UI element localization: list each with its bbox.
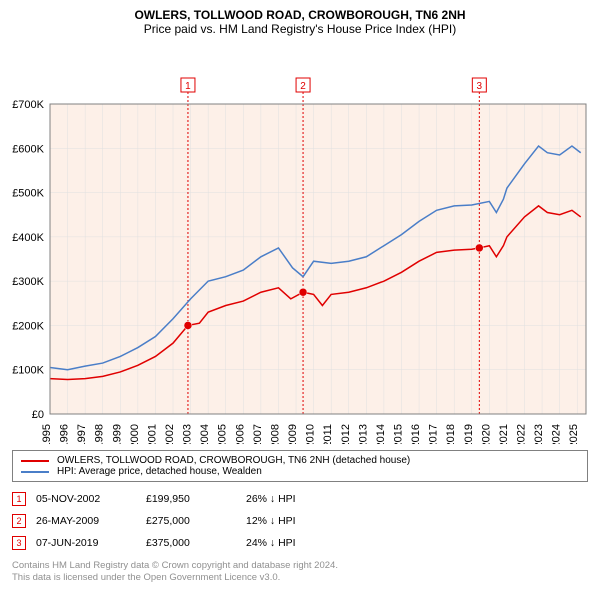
y-tick-label: £600K (12, 143, 44, 155)
x-tick-label: 2002 (164, 424, 176, 444)
event-marker-label: 2 (300, 81, 306, 92)
sale-marker-icon: 1 (12, 492, 26, 506)
y-tick-label: £500K (12, 188, 44, 200)
x-tick-label: 2005 (217, 424, 229, 444)
x-tick-label: 2018 (445, 424, 457, 444)
x-tick-label: 2001 (146, 424, 158, 444)
x-tick-label: 1998 (94, 424, 106, 444)
attribution-line1: Contains HM Land Registry data © Crown c… (12, 560, 588, 572)
x-tick-label: 2000 (129, 424, 141, 444)
x-tick-label: 1996 (59, 424, 71, 444)
x-tick-label: 1995 (41, 424, 53, 444)
x-tick-label: 2015 (392, 424, 404, 444)
x-tick-label: 1997 (76, 424, 88, 444)
x-tick-label: 2011 (322, 424, 334, 444)
event-marker-label: 1 (185, 81, 191, 92)
legend-label-hpi: HPI: Average price, detached house, Weal… (57, 466, 262, 477)
sale-delta: 24% ↓ HPI (246, 532, 306, 554)
y-tick-label: £300K (12, 276, 44, 288)
x-tick-label: 2025 (568, 424, 580, 444)
legend-row-property: OWLERS, TOLLWOOD ROAD, CROWBOROUGH, TN6 … (21, 455, 579, 466)
sale-delta: 12% ↓ HPI (246, 510, 306, 532)
legend: OWLERS, TOLLWOOD ROAD, CROWBOROUGH, TN6 … (12, 450, 588, 482)
sale-date: 07-JUN-2019 (36, 532, 146, 554)
y-tick-label: £400K (12, 232, 44, 244)
y-tick-label: £700K (12, 99, 44, 111)
x-tick-label: 2008 (269, 424, 281, 444)
x-tick-label: 2019 (463, 424, 475, 444)
x-tick-label: 2006 (234, 424, 246, 444)
sales-table: 1 05-NOV-2002£199,95026% ↓ HPI 2 26-MAY-200… (12, 488, 306, 554)
attribution-line2: This data is licensed under the Open Gov… (12, 572, 588, 584)
x-tick-label: 2012 (340, 424, 352, 444)
x-tick-label: 2021 (498, 424, 510, 444)
sale-point (299, 288, 307, 296)
sale-price: £199,950 (146, 488, 246, 510)
x-tick-label: 2010 (305, 424, 317, 444)
x-tick-label: 2007 (252, 424, 264, 444)
x-tick-label: 2009 (287, 424, 299, 444)
event-marker-label: 3 (477, 81, 483, 92)
x-tick-label: 2004 (199, 424, 211, 444)
x-tick-label: 2020 (480, 424, 492, 444)
x-tick-label: 2013 (357, 424, 369, 444)
sale-price: £375,000 (146, 532, 246, 554)
x-tick-label: 2022 (515, 424, 527, 444)
y-tick-label: £100K (12, 365, 44, 377)
sale-price: £275,000 (146, 510, 246, 532)
sale-row: 3 07-JUN-2019£375,00024% ↓ HPI (12, 532, 306, 554)
y-tick-label: £0 (32, 409, 44, 421)
sale-marker-icon: 2 (12, 514, 26, 528)
x-tick-label: 2014 (375, 424, 387, 444)
attribution: Contains HM Land Registry data © Crown c… (12, 560, 588, 585)
y-tick-label: £200K (12, 320, 44, 332)
sale-marker-icon: 3 (12, 536, 26, 550)
sale-row: 2 26-MAY-2009£275,00012% ↓ HPI (12, 510, 306, 532)
legend-row-hpi: HPI: Average price, detached house, Weal… (21, 466, 579, 477)
chart-title: OWLERS, TOLLWOOD ROAD, CROWBOROUGH, TN6 … (0, 0, 600, 22)
sale-date: 05-NOV-2002 (36, 488, 146, 510)
legend-swatch-property (21, 460, 49, 462)
x-tick-label: 2003 (182, 424, 194, 444)
x-tick-label: 2023 (533, 424, 545, 444)
sale-point (184, 321, 192, 329)
sale-delta: 26% ↓ HPI (246, 488, 306, 510)
price-chart: £0 £100K £200K £300K £400K £500K £600K £700K 199… (0, 44, 600, 444)
x-tick-label: 2017 (428, 424, 440, 444)
legend-label-property: OWLERS, TOLLWOOD ROAD, CROWBOROUGH, TN6 … (57, 455, 410, 466)
sale-date: 26-MAY-2009 (36, 510, 146, 532)
x-tick-label: 1999 (111, 424, 123, 444)
x-tick-label: 2016 (410, 424, 422, 444)
x-tick-label: 2024 (551, 424, 563, 444)
sale-row: 1 05-NOV-2002£199,95026% ↓ HPI (12, 488, 306, 510)
sale-point (475, 244, 483, 252)
legend-swatch-hpi (21, 471, 49, 473)
chart-subtitle: Price paid vs. HM Land Registry's House … (0, 22, 600, 36)
